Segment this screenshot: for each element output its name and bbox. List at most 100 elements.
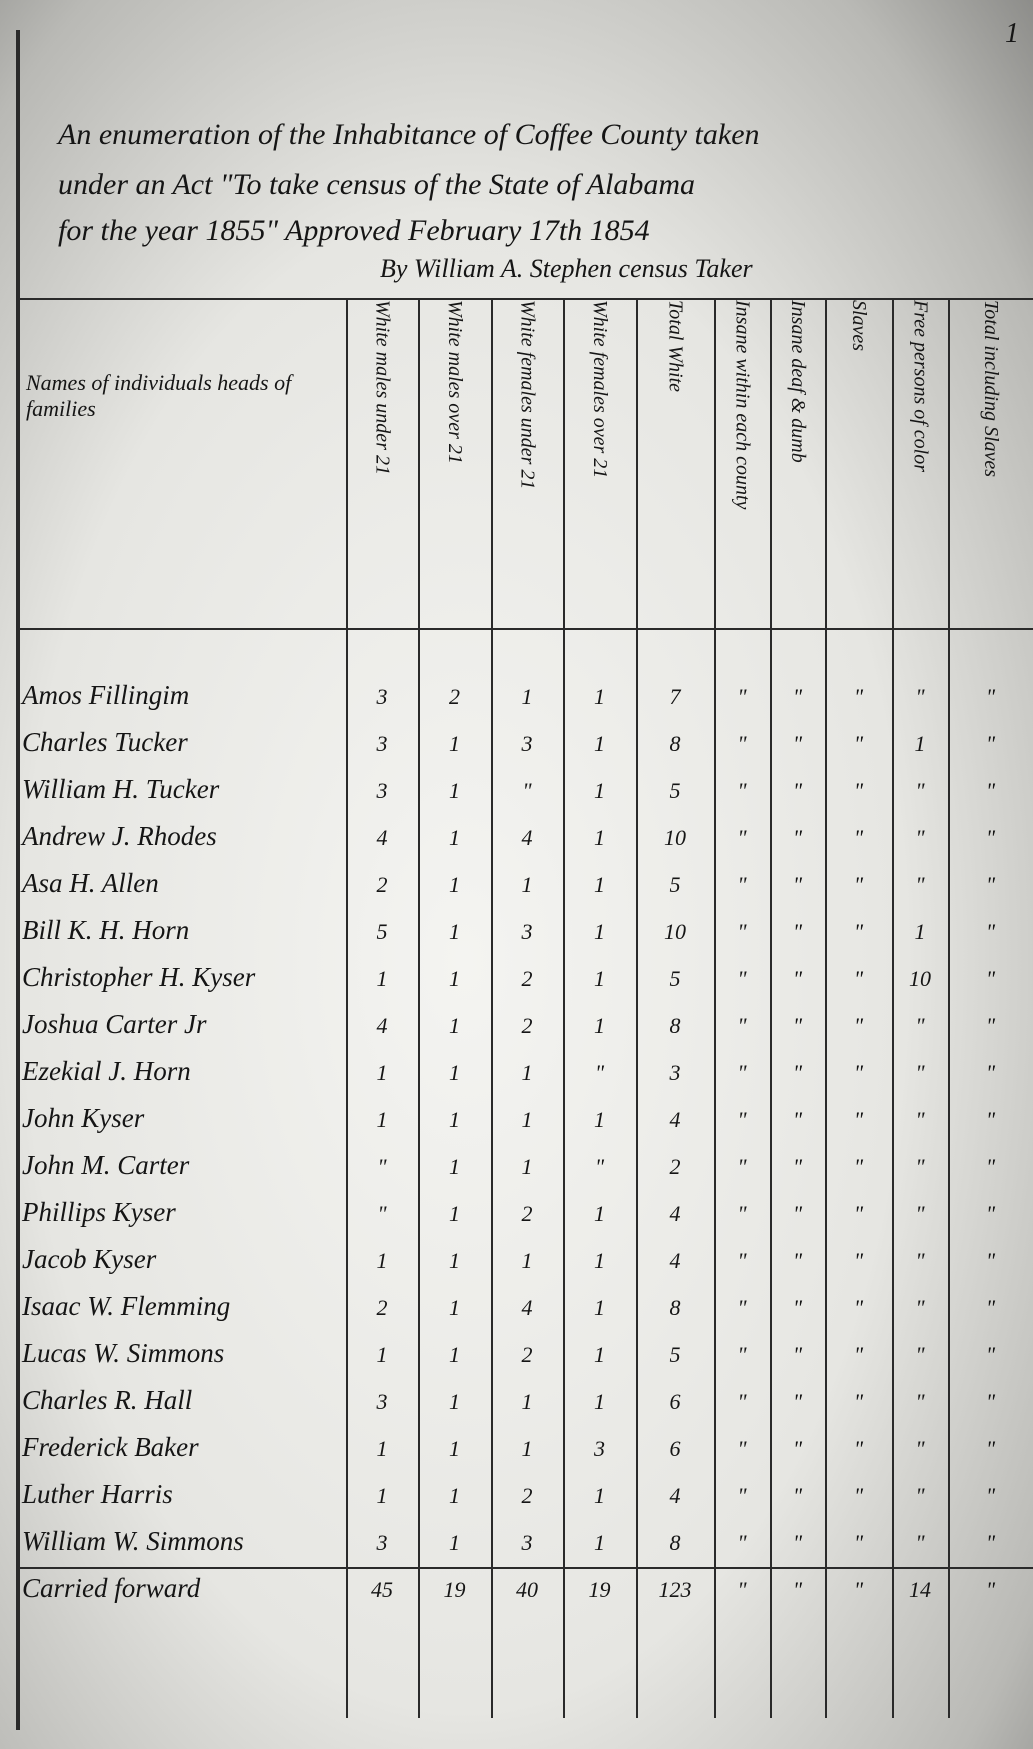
count-cell: 2	[449, 684, 460, 709]
column-header-text: Total including Slaves	[980, 300, 1002, 478]
count-cell: 8	[669, 1295, 681, 1320]
count-cell: 1	[521, 1248, 533, 1273]
count-cell: "	[853, 1342, 864, 1367]
count-cell: 1	[594, 1107, 605, 1132]
count-cell: "	[985, 1389, 996, 1414]
column-rule	[636, 298, 638, 1718]
household-name: Andrew J. Rhodes	[22, 821, 217, 851]
count-cell: "	[915, 1389, 925, 1414]
column-rule	[770, 298, 772, 1718]
count-cell: 3	[376, 778, 388, 803]
count-cell: 1	[521, 872, 533, 897]
count-cell: 1	[594, 825, 605, 850]
title-line: for the year 1855" Approved February 17t…	[58, 214, 650, 247]
count-cell: "	[792, 825, 803, 850]
count-cell: 1	[521, 1060, 533, 1085]
column-header: White males under 21	[346, 300, 418, 620]
count-cell: "	[915, 1060, 925, 1085]
count-cell: 1	[449, 1060, 460, 1085]
count-cell: 4	[521, 1295, 533, 1320]
household-name: Joshua Carter Jr	[22, 1009, 207, 1039]
margin-rule	[16, 30, 20, 1730]
count-cell: "	[985, 684, 996, 709]
household-name: William W. Simmons	[22, 1526, 244, 1556]
count-cell: "	[792, 1530, 803, 1555]
count-cell: 1	[376, 1342, 388, 1367]
count-cell: "	[915, 1342, 925, 1367]
column-header: White females over 21	[563, 300, 636, 620]
count-cell: 1	[594, 919, 605, 944]
column-header-text: Insane within each county	[731, 300, 754, 510]
count-cell: 1	[376, 1107, 388, 1132]
count-cell: 1	[449, 966, 460, 991]
count-cell: "	[915, 1436, 925, 1461]
count-cell: 1	[594, 966, 605, 991]
count-cell: 2	[376, 872, 388, 897]
count-cell: 1	[594, 731, 605, 756]
count-cell: "	[853, 1060, 864, 1085]
household-name: Lucas W. Simmons	[22, 1338, 225, 1368]
count-cell: "	[915, 1295, 925, 1320]
household-name: Carried forward	[22, 1573, 201, 1603]
column-header: White females under 21	[491, 300, 563, 620]
column-header: Names of individuals heads of families	[26, 370, 292, 421]
household-name: Luther Harris	[22, 1479, 173, 1509]
count-cell: "	[522, 778, 532, 803]
column-rule	[714, 298, 716, 1718]
count-cell: "	[792, 1248, 803, 1273]
count-cell: 1	[449, 872, 460, 897]
count-cell: 40	[516, 1577, 538, 1602]
count-cell: 2	[521, 1201, 533, 1226]
column-header-text: White females over 21	[589, 300, 611, 479]
count-cell: 1	[449, 1389, 460, 1414]
count-cell: "	[737, 1577, 747, 1602]
count-cell: 1	[449, 919, 460, 944]
count-cell: 1	[594, 1201, 605, 1226]
count-cell: 1	[594, 778, 605, 803]
count-cell: "	[792, 1060, 803, 1085]
count-cell: 1	[594, 1295, 605, 1320]
count-cell: 1	[449, 825, 460, 850]
count-cell: 1	[914, 919, 926, 944]
column-header: Slaves	[825, 300, 892, 620]
household-name: John M. Carter	[22, 1150, 190, 1180]
count-cell: "	[853, 1201, 864, 1226]
count-cell: "	[853, 1154, 864, 1179]
count-cell: "	[985, 778, 996, 803]
column-header-text: Total White	[664, 300, 687, 393]
count-cell: "	[985, 1342, 996, 1367]
count-cell: "	[737, 1436, 747, 1461]
count-cell: 10	[664, 919, 686, 944]
count-cell: 1	[449, 1013, 460, 1038]
count-cell: 1	[376, 1483, 388, 1508]
title-line: An enumeration of the Inhabitance of Cof…	[58, 118, 760, 151]
count-cell: 2	[669, 1154, 681, 1179]
rule	[20, 298, 1033, 300]
count-cell: "	[737, 1060, 747, 1085]
count-cell: "	[853, 1295, 864, 1320]
count-cell: "	[985, 919, 996, 944]
count-cell: 1	[449, 1342, 460, 1367]
count-cell: 19	[443, 1577, 466, 1602]
count-cell: 5	[669, 966, 681, 991]
count-cell: 1	[449, 1483, 460, 1508]
count-cell: 1	[594, 1389, 605, 1414]
column-rule	[418, 298, 420, 1718]
count-cell: "	[915, 684, 925, 709]
count-cell: "	[853, 1389, 864, 1414]
count-cell: "	[985, 1201, 996, 1226]
count-cell: 7	[669, 684, 681, 709]
count-cell: 1	[594, 1530, 605, 1555]
count-cell: 4	[669, 1248, 681, 1273]
household-name: Jacob Kyser	[22, 1244, 157, 1274]
count-cell: 1	[594, 872, 605, 897]
count-cell: 1	[594, 1483, 605, 1508]
count-cell: "	[737, 1154, 747, 1179]
count-cell: "	[737, 1483, 747, 1508]
column-rule	[346, 298, 348, 1718]
count-cell: 45	[371, 1577, 393, 1602]
count-cell: "	[915, 1201, 925, 1226]
count-cell: 3	[521, 919, 533, 944]
count-cell: "	[915, 1107, 925, 1132]
